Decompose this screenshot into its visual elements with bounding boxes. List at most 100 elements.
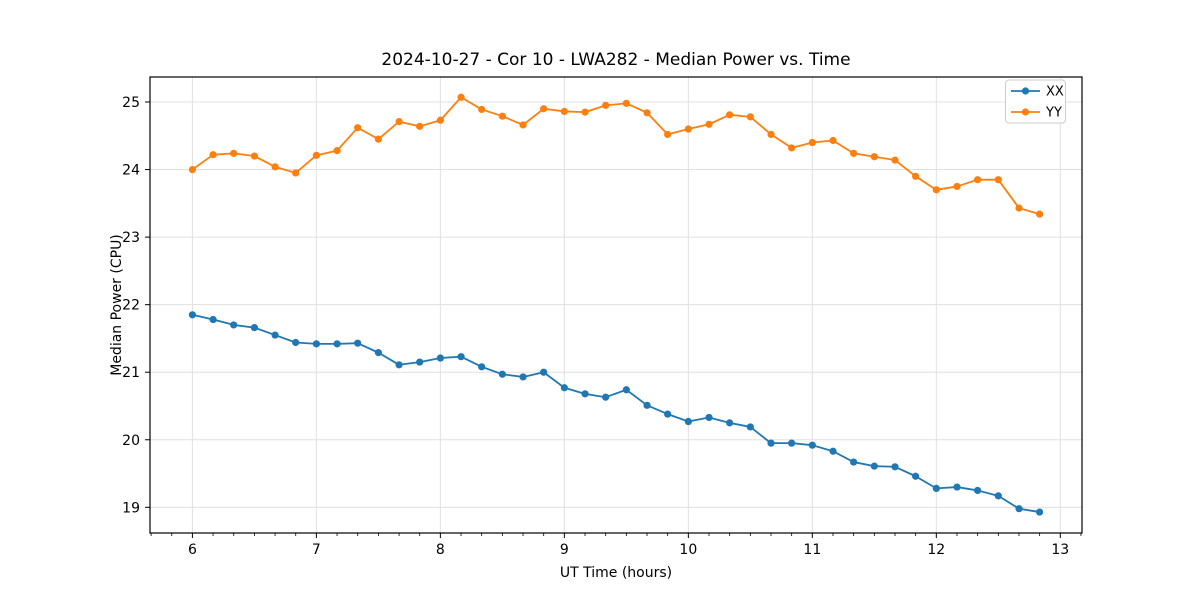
data-point-marker [953,182,961,191]
data-point-marker [726,419,734,427]
data-point-marker [416,358,424,366]
data-point-marker [560,107,568,116]
data-point-marker [953,483,961,491]
y-tick-label: 24 [122,163,140,179]
data-point-marker [1015,204,1023,212]
legend-items: XX YY [1011,85,1064,121]
data-point-marker [519,121,527,129]
data-point-marker [292,169,300,177]
x-tick-label: 7 [312,542,321,558]
data-point-marker [808,441,816,449]
plot-border [149,76,1083,534]
data-point-marker [891,463,899,471]
y-tick-label: 23 [122,230,140,246]
data-point-marker [209,315,217,324]
data-point-marker [705,413,713,422]
chart-title: 2024-10-27 - Cor 10 - LWA282 - Median Po… [381,50,850,70]
y-tick-label: 21 [122,365,140,381]
data-point-marker [519,373,527,381]
x-tick-label: 9 [560,542,569,558]
data-point-marker [746,423,754,431]
data-point-marker [457,93,465,101]
data-point-marker [230,321,238,329]
data-point-marker [374,349,382,357]
legend-label: YY [1045,106,1062,121]
data-point-marker [850,149,858,157]
series-layer [188,93,1044,516]
data-point-marker [602,101,610,109]
data-point-marker [271,331,279,339]
data-point-marker [1036,210,1044,218]
data-point-marker [746,113,754,121]
data-point-marker [354,124,362,132]
data-point-marker [209,151,217,159]
tick-label-layer: 6 7 8 9 10 11 12 13 19 20 21 22 23 24 25 [122,95,1069,558]
data-point-marker [664,130,672,139]
data-point-marker [994,176,1002,184]
data-point-marker [250,324,258,332]
data-point-marker [250,152,258,160]
y-tick-label: 19 [122,500,140,516]
data-point-marker [643,401,651,409]
x-tick-label: 13 [1051,542,1069,558]
data-point-marker [788,144,796,152]
data-point-marker [767,130,775,139]
data-point-marker [498,370,506,378]
data-point-marker [478,105,486,114]
y-axis-label: Median Power (CPU) [109,234,125,376]
data-point-marker [312,151,320,159]
data-point-marker [912,472,920,480]
data-point-marker [333,340,341,348]
y-tick-label: 22 [122,298,140,314]
data-point-marker [312,340,320,348]
legend: XX YY [1005,79,1066,124]
tick-layer [145,101,1082,538]
data-point-marker [767,439,775,447]
data-point-marker [333,147,341,155]
data-point-marker [354,339,362,347]
data-point-marker [416,122,424,130]
data-point-marker [829,136,837,145]
data-point-marker [230,149,238,157]
data-point-marker [1015,505,1023,513]
x-tick-label: 10 [679,542,697,558]
legend-item-xx: XX [1011,85,1064,100]
data-point-marker [374,135,382,143]
data-point-marker [912,172,920,180]
data-point-marker [560,384,568,392]
series-xx [188,311,1044,516]
data-point-marker [395,117,403,126]
data-point-marker [994,492,1002,500]
data-point-marker [932,186,940,194]
data-point-marker [498,112,506,120]
series-yy [188,93,1044,218]
data-point-marker [808,138,816,147]
data-point-marker [271,163,279,171]
data-point-marker [188,165,196,174]
data-point-marker [870,153,878,161]
data-point-marker [788,439,796,447]
y-tick-label: 20 [122,433,140,449]
data-point-marker [395,361,403,369]
legend-sample-marker [1021,108,1030,116]
data-point-marker [622,386,630,394]
data-point-marker [974,176,982,184]
x-axis-label: UT Time (hours) [560,565,672,581]
data-point-marker [643,109,651,117]
legend-item-yy: YY [1011,106,1062,121]
data-point-marker [622,99,630,107]
data-point-marker [870,462,878,470]
data-point-marker [705,120,713,128]
data-point-marker [932,484,940,493]
data-point-marker [974,486,982,495]
legend-label: XX [1046,85,1064,100]
x-tick-label: 11 [803,542,821,558]
data-point-marker [684,417,692,426]
data-point-marker [540,368,548,376]
data-point-marker [829,447,837,455]
grid-layer [150,77,1082,533]
data-point-marker [891,156,899,164]
data-point-marker [684,125,692,133]
data-point-marker [436,116,444,124]
